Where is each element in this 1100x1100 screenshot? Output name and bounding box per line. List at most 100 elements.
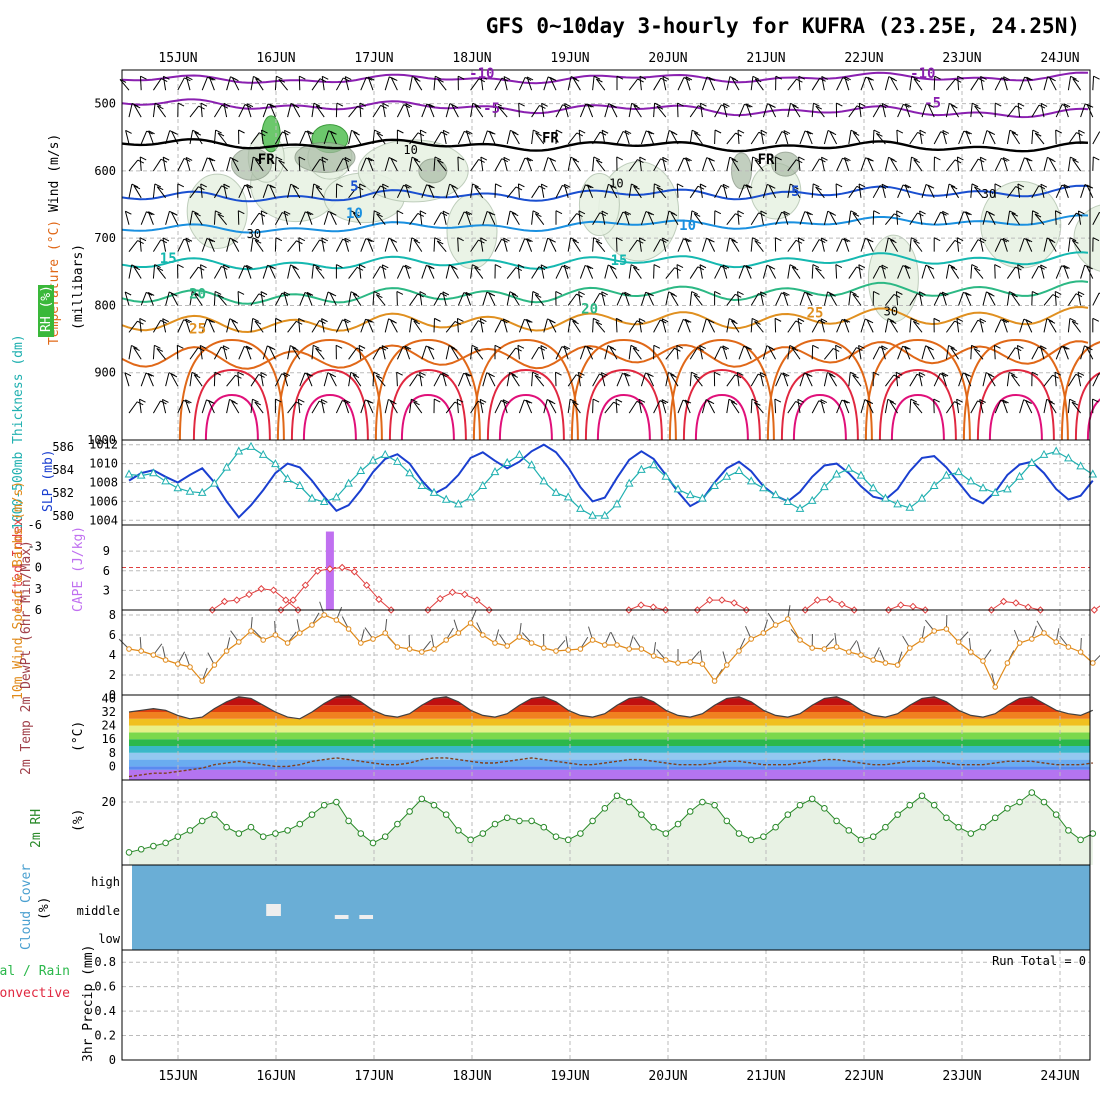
wind-barb	[604, 103, 610, 118]
wind-barb-flag	[376, 294, 383, 299]
date-label-top: 19JUN	[550, 51, 589, 66]
wind-barb	[405, 103, 411, 118]
wind-barb-flag	[890, 77, 898, 82]
wind-barb	[946, 240, 956, 252]
surface-temp-contour	[388, 368, 467, 441]
wind-barb	[543, 318, 548, 333]
wind-barb	[124, 211, 130, 225]
wind-barb	[367, 238, 374, 252]
wind-barb	[1055, 265, 1063, 279]
wind-barb	[1025, 400, 1033, 414]
wind-barb-flag	[367, 238, 374, 243]
wind-barb	[783, 130, 789, 145]
wind-barb	[189, 186, 199, 199]
wind-barb	[413, 78, 423, 91]
wind-barb	[409, 374, 418, 387]
wind-barb	[283, 130, 289, 145]
wind-barb-flag	[442, 372, 449, 377]
wind-barb-flag	[570, 318, 577, 322]
wind-barb	[942, 211, 947, 225]
wind-barb	[193, 374, 203, 387]
wind-barb-flag	[911, 156, 918, 161]
wind-barb	[701, 238, 707, 252]
wind-speed-marker	[358, 640, 364, 646]
wind-barb-flag	[321, 237, 328, 242]
wind-barb	[604, 184, 609, 198]
wind-barb	[323, 291, 329, 306]
wind-barb-flag	[904, 265, 912, 269]
wind-barb-flag	[610, 185, 617, 189]
wind-barb-flag	[171, 130, 178, 135]
wind-barb	[762, 184, 768, 198]
wind-barb-flag	[910, 317, 918, 322]
wind-barb-flag	[844, 157, 851, 162]
wind-barb	[315, 347, 325, 360]
wind-barb	[945, 183, 950, 198]
wind-barb-flag	[299, 75, 306, 80]
wind-barb	[852, 132, 862, 145]
wind-barb	[754, 159, 764, 172]
wind-barb-flag	[154, 264, 161, 269]
wind-barb-flag	[472, 183, 479, 188]
wind-barb-flag	[215, 129, 222, 134]
wind-barb	[480, 156, 484, 171]
wind-barb-flag	[760, 291, 767, 296]
wind-barb	[965, 130, 972, 145]
wind-barb	[1043, 374, 1054, 387]
wind-barb	[133, 347, 142, 360]
wind-barb	[762, 345, 768, 360]
thickness-marker	[319, 496, 329, 506]
wind-barb-flag	[910, 398, 918, 403]
wind-barb	[260, 130, 264, 145]
wind-barb-flag	[208, 238, 216, 243]
wind-barb	[457, 292, 465, 306]
wind-barb	[897, 104, 904, 118]
rh-marker	[723, 817, 731, 825]
wind-barb	[525, 319, 533, 333]
wind-barb-flag	[200, 344, 207, 349]
wind-barb	[1067, 132, 1077, 145]
wind-barb-flag	[390, 238, 398, 243]
wind-barb	[306, 292, 313, 306]
wind-barb-flag	[442, 210, 450, 215]
rh-marker	[381, 833, 389, 840]
wind-barb	[787, 159, 797, 172]
wind-barb-flag	[351, 129, 358, 134]
wind-barb-flag	[517, 344, 525, 349]
temp-tick-label: 24	[102, 719, 116, 733]
wind-barb	[456, 399, 459, 414]
temp-contour-10	[121, 214, 1089, 234]
wind-barb	[1019, 76, 1026, 91]
wind-barb-flag	[139, 156, 147, 161]
wind-barb	[909, 156, 913, 171]
wind-barb-flag	[685, 76, 693, 81]
wind-speed-marker	[516, 634, 523, 640]
wind-barb	[567, 237, 572, 252]
wind-barb-flag	[791, 266, 799, 271]
wind-barb-flag	[1072, 158, 1079, 163]
wind-barb-flag	[974, 186, 981, 191]
wind-barb-flag	[413, 239, 421, 244]
wind-barb	[1043, 318, 1048, 333]
wind-barb-flag	[948, 344, 955, 349]
wind-barb	[506, 267, 517, 279]
li-marker	[301, 581, 310, 589]
li-marker	[362, 581, 371, 589]
wind-barb	[791, 266, 801, 279]
wind-barb	[567, 318, 571, 333]
wind-barb	[677, 157, 685, 172]
wind-barb-flag	[517, 264, 525, 269]
wind-barb	[451, 185, 459, 199]
thickness-marker	[990, 487, 1000, 496]
wind-speed-marker	[480, 632, 486, 638]
wind-barb	[592, 318, 594, 333]
wind-barb-flag	[866, 400, 874, 405]
wind-barb-flag	[578, 371, 585, 376]
rh-contour-label: 10	[609, 177, 623, 191]
wind-barb	[890, 158, 899, 172]
rh-marker	[357, 830, 365, 837]
wind-barb	[1006, 266, 1016, 279]
surface-temp-contour	[1074, 371, 1100, 441]
li-line	[427, 591, 490, 611]
wind-speed-marker	[797, 637, 803, 643]
